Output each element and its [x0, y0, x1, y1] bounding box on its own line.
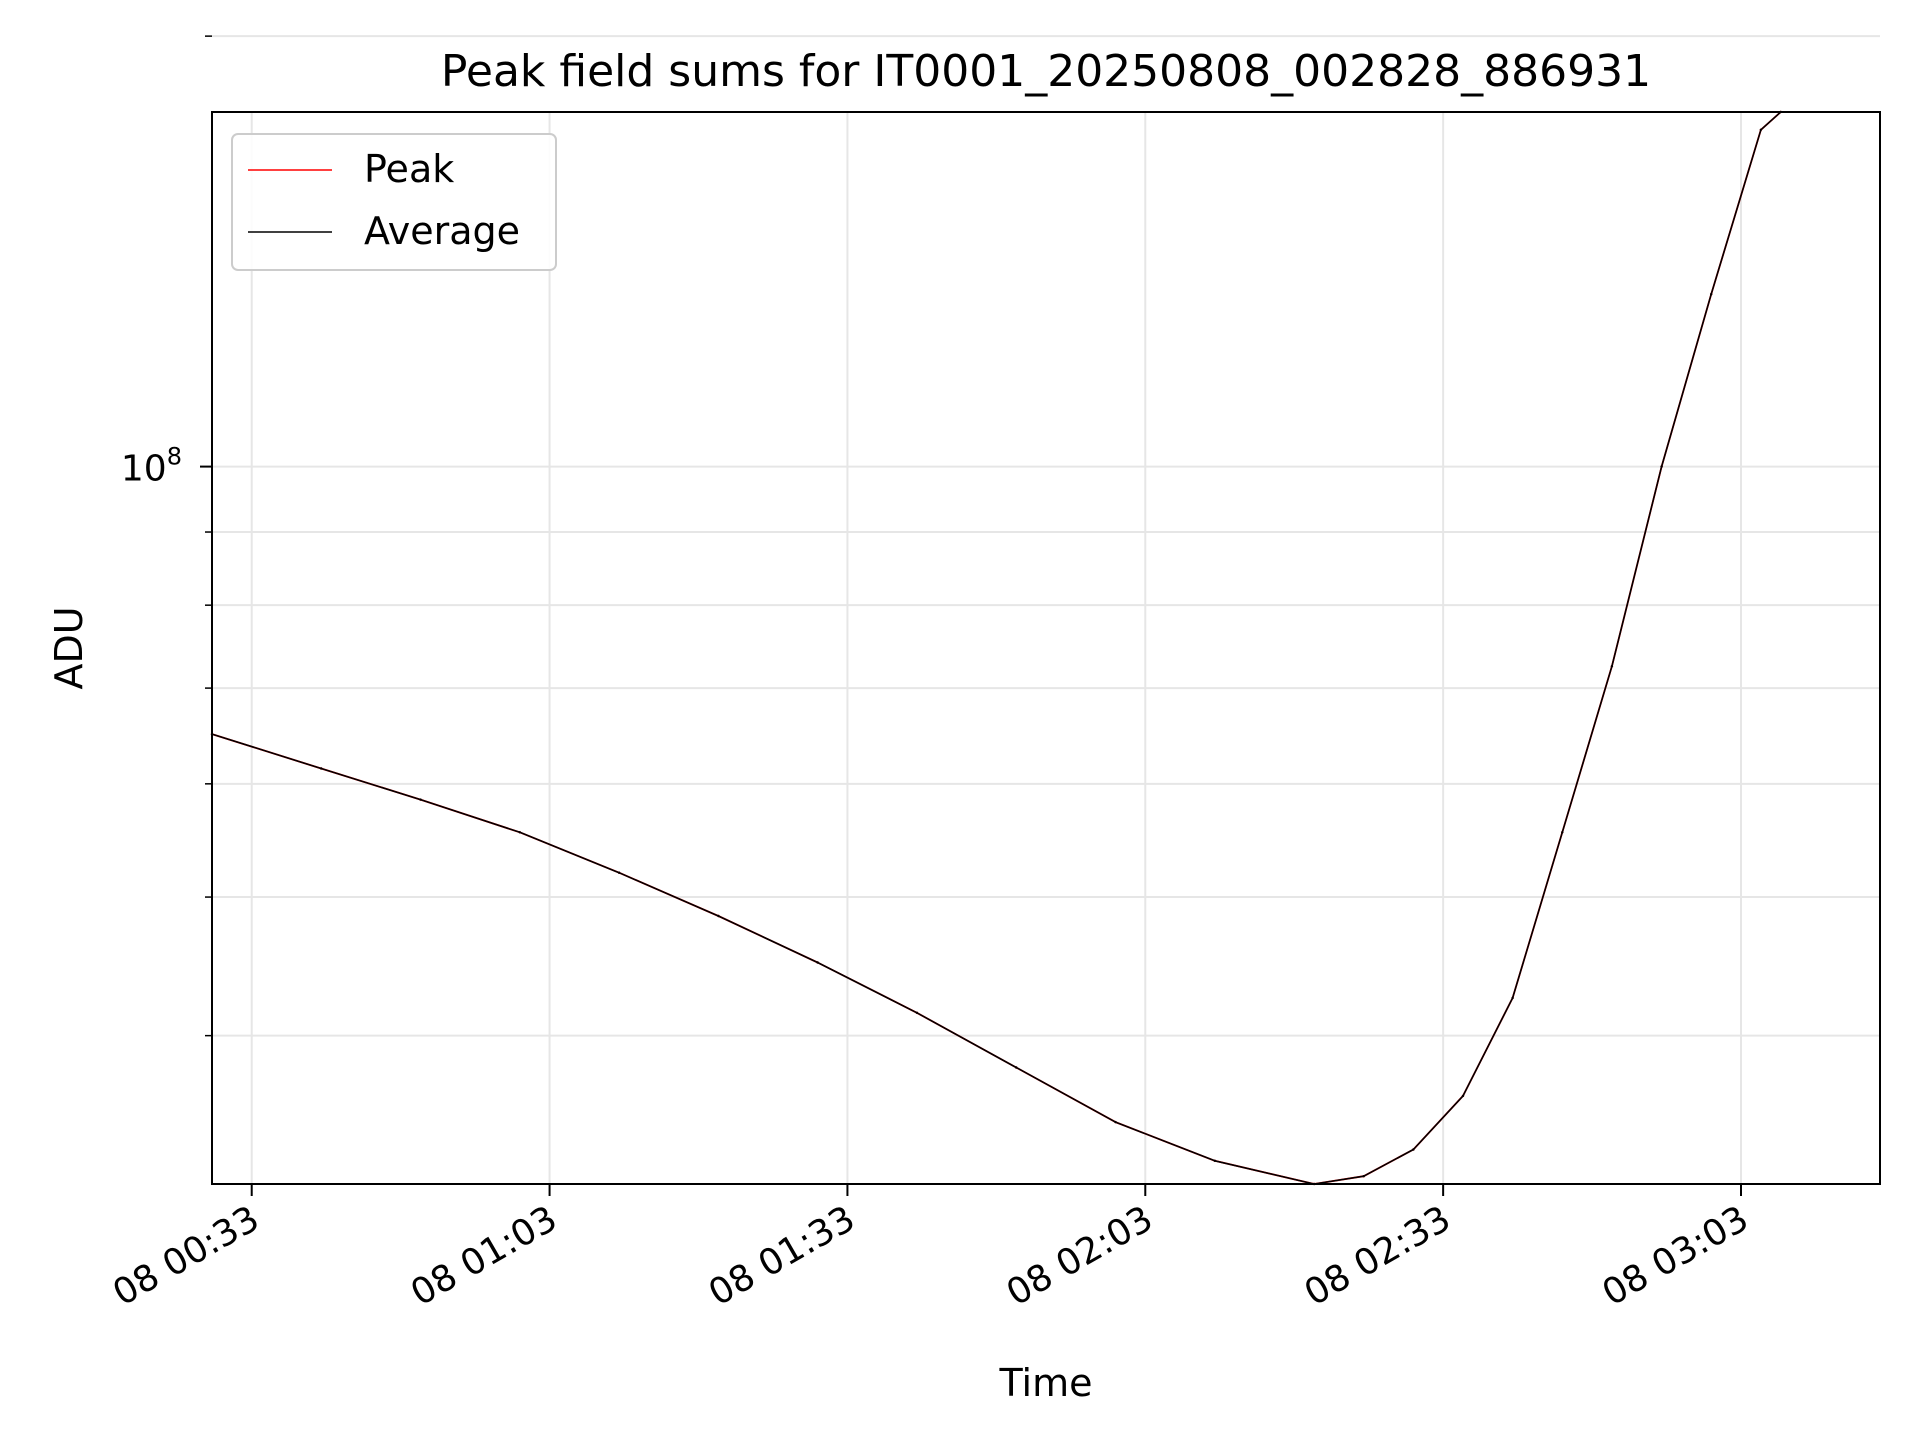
series-average-point [617, 871, 621, 874]
series-average-point [1710, 293, 1713, 296]
series-average-point [419, 798, 422, 801]
series-average-point [1412, 1148, 1415, 1151]
series-average-point [915, 1011, 919, 1014]
y-axis-label: ADU [47, 606, 91, 689]
plot-frame [211, 111, 1881, 1185]
series-average-point [1660, 465, 1663, 468]
series-average-point [1015, 1066, 1018, 1069]
series-average-point [1114, 1120, 1117, 1124]
legend-peak-label: Peak [364, 147, 454, 191]
series-average-point [518, 831, 521, 834]
series-average-point [1362, 1175, 1365, 1178]
series-average-point [1511, 996, 1514, 1000]
series-average-point [1561, 831, 1564, 834]
series-average-point [1461, 1094, 1465, 1098]
series-average-point [816, 961, 819, 964]
y-tick-label: 108 [121, 443, 182, 490]
series-average-line [211, 111, 1782, 1185]
legend-box [231, 133, 557, 271]
series-average-point [1610, 665, 1614, 668]
series-average-point [717, 914, 720, 918]
legend: Peak Average [231, 133, 557, 271]
grid [212, 35, 1880, 1184]
series-average-point [1213, 1159, 1217, 1163]
series-average-point [320, 767, 323, 770]
chart-title: Peak field sums for IT0001_20250808_0028… [441, 46, 1651, 97]
x-axis-label: Time [999, 1361, 1093, 1405]
legend-average-label: Average [364, 209, 520, 253]
series-average-point [1759, 128, 1763, 131]
